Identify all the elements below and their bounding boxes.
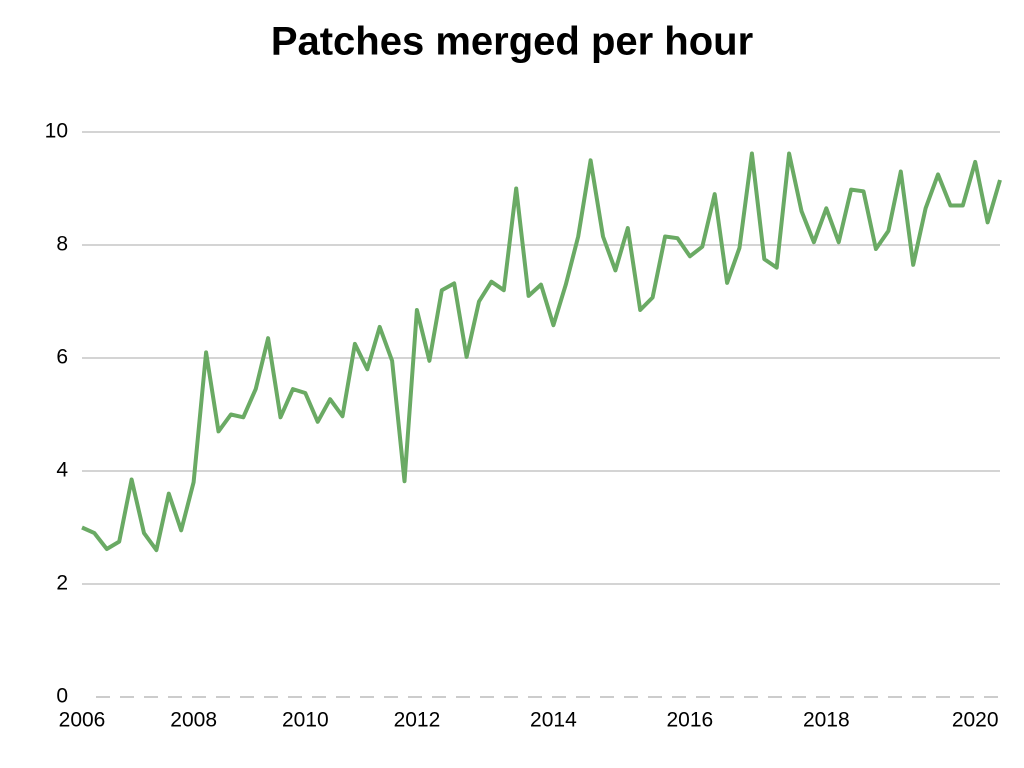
- y-tick-label: 6: [56, 346, 68, 369]
- y-tick-label: 2: [56, 572, 68, 595]
- x-tick-label: 2018: [803, 709, 850, 732]
- x-tick-label: 2008: [170, 709, 217, 732]
- x-tick-label: 2016: [667, 709, 714, 732]
- x-tick-label: 2012: [394, 709, 441, 732]
- y-tick-label: 8: [56, 233, 68, 256]
- x-tick-label: 2010: [282, 709, 329, 732]
- x-tick-label: 2014: [530, 709, 577, 732]
- y-tick-label: 10: [45, 120, 68, 143]
- x-tick-label: 2020: [952, 709, 999, 732]
- y-tick-label: 4: [56, 459, 68, 482]
- y-tick-label: 0: [56, 685, 68, 708]
- chart-title: Patches merged per hour: [271, 20, 753, 64]
- data-line: [81, 151, 1002, 553]
- x-tick-label: 2006: [59, 709, 106, 732]
